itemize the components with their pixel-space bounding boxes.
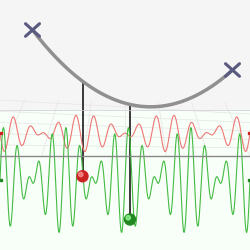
Circle shape xyxy=(78,172,83,177)
Circle shape xyxy=(77,171,88,182)
Bar xyxy=(0,132,2,134)
Bar xyxy=(0,110,250,156)
Bar xyxy=(248,132,250,134)
Circle shape xyxy=(126,216,130,220)
Bar xyxy=(0,0,250,156)
Bar xyxy=(0,110,250,250)
Bar xyxy=(0,179,2,181)
Circle shape xyxy=(124,214,136,225)
Bar xyxy=(248,179,250,181)
